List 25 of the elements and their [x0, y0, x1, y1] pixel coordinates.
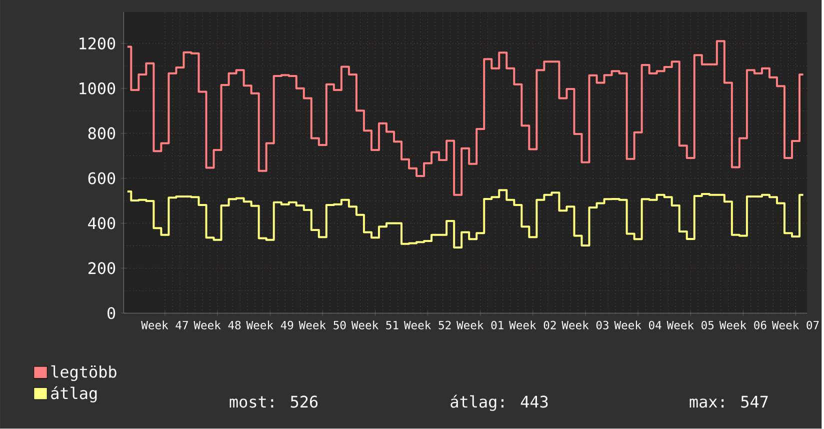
y-tick-label: 1000 — [80, 82, 116, 95]
x-tick-label: Week 05 — [666, 320, 714, 330]
legend-label: átlag — [51, 386, 97, 402]
x-tick-label: Week 07 — [772, 320, 819, 330]
y-tick-label: 200 — [88, 262, 116, 274]
x-tick-label: Week 50 — [298, 320, 346, 330]
legend-label: legtöbb — [51, 365, 116, 382]
y-tick-label: 0 — [108, 307, 116, 320]
y-tick-label: 400 — [88, 217, 116, 230]
x-tick-label: Week 02 — [509, 320, 556, 330]
text: átlag: 443 — [450, 394, 548, 412]
x-tick-label: Week 01 — [456, 320, 504, 330]
text: max: 547 — [690, 396, 768, 408]
x-tick-label: Week 49 — [246, 320, 294, 330]
y-tick-label: 1200 — [80, 38, 116, 50]
y-tick-label: 600 — [88, 172, 116, 184]
x-tick-label: Week 03 — [562, 320, 608, 330]
x-tick-label: Week 51 — [351, 320, 398, 330]
text: most: 526 — [230, 396, 318, 408]
y-tick-label: 800 — [88, 127, 116, 140]
x-tick-label: Week 48 — [194, 320, 241, 330]
x-tick-label: Week 52 — [404, 320, 451, 330]
x-tick-label: Week 06 — [719, 320, 766, 330]
x-tick-label: Week 47 — [141, 320, 188, 330]
x-tick-label: Week 04 — [614, 320, 662, 330]
